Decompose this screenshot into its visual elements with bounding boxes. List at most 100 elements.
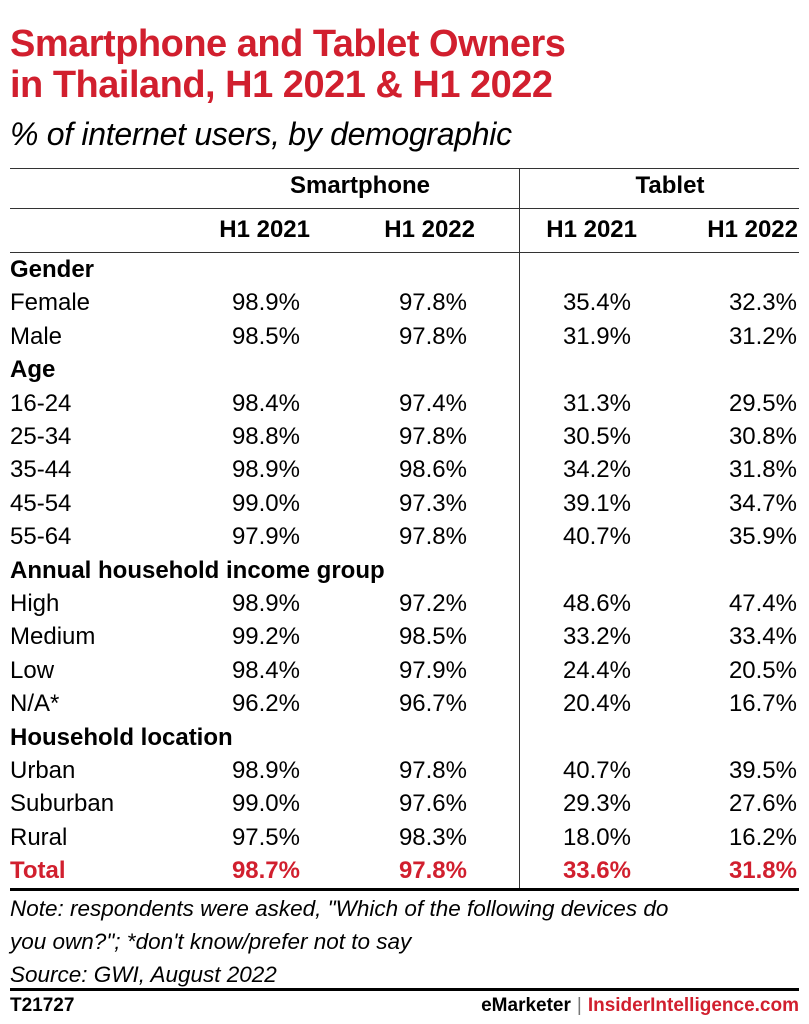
cell-value: 97.8% (398, 423, 467, 450)
col-header-tablet-2022: H1 2022 (707, 216, 798, 243)
row-label: Low (10, 656, 55, 684)
table-row: Urban 98.9% 97.8% 40.7% 39.5% (0, 754, 809, 787)
row-label: Suburban (10, 790, 115, 818)
row-label: High (10, 590, 60, 617)
section-label: Household location (10, 723, 233, 751)
row-label: Medium (10, 623, 96, 651)
cell-value: 98.5% (398, 623, 467, 651)
cell-value: 29.5% (728, 389, 797, 417)
cell-value: 16.2% (728, 823, 797, 851)
cell-value: 98.7% (231, 857, 300, 885)
col-header-smartphone-2021: H1 2021 (219, 216, 310, 243)
group-header-rule (10, 208, 799, 209)
row-label: Rural (10, 823, 68, 851)
cell-value: 30.8% (728, 423, 797, 450)
cell-value: 47.4% (728, 590, 797, 617)
cell-value: 33.6% (562, 857, 631, 885)
cell-value: 35.4% (562, 289, 631, 317)
col-header-smartphone-2022: H1 2022 (384, 216, 475, 243)
cell-value: 97.2% (398, 590, 467, 617)
brand-separator: | (576, 995, 582, 1016)
cell-value: 98.4% (231, 656, 300, 684)
cell-value: 97.5% (231, 823, 300, 851)
table-row: N/A* 96.2% 96.7% 20.4% 16.7% (0, 687, 809, 720)
table-row: Low 98.4% 97.9% 24.4% 20.5% (0, 654, 809, 687)
cell-value: 34.7% (728, 489, 797, 517)
cell-value: 99.0% (231, 790, 300, 818)
footer-brand: eMarketer | InsiderIntelligence.com (481, 994, 799, 1018)
cell-value: 16.7% (728, 690, 797, 718)
brand-insiderintelligence: InsiderIntelligence.com (587, 995, 799, 1016)
cell-value: 98.4% (231, 389, 300, 417)
section-header-row: Gender (0, 253, 809, 286)
cell-value: 20.4% (562, 690, 631, 718)
cell-value: 97.8% (398, 322, 467, 350)
cell-value: 40.7% (562, 523, 631, 551)
footer-rule (10, 988, 799, 991)
table-row: 16-24 98.4% 97.4% 31.3% 29.5% (0, 387, 809, 420)
row-label: Urban (10, 757, 76, 784)
cell-value: 96.7% (398, 690, 467, 718)
cell-value: 30.5% (562, 423, 631, 450)
table-row: 25-34 98.8% 97.8% 30.5% 30.8% (0, 420, 809, 453)
cell-value: 29.3% (562, 790, 631, 818)
table-row: 55-64 97.9% 97.8% 40.7% 35.9% (0, 520, 809, 553)
cell-value: 31.8% (728, 456, 797, 484)
row-label: Total (10, 857, 66, 885)
table-row: 35-44 98.9% 98.6% 34.2% 31.8% (0, 453, 809, 486)
group-header-smartphone: Smartphone (289, 172, 430, 199)
cell-value: 24.4% (562, 656, 631, 684)
table-row: Medium 99.2% 98.5% 33.2% 33.4% (0, 620, 809, 653)
row-label: Female (10, 289, 91, 317)
cell-value: 97.9% (231, 523, 300, 551)
col-header-tablet-2021: H1 2021 (546, 216, 637, 243)
title-line-2: in Thailand, H1 2021 & H1 2022 (10, 64, 553, 106)
cell-value: 96.2% (231, 690, 300, 718)
cell-value: 98.3% (398, 823, 467, 851)
brand-emarketer: eMarketer (481, 995, 571, 1016)
table-row: High 98.9% 97.2% 48.6% 47.4% (0, 587, 809, 620)
row-label: 16-24 (10, 389, 72, 417)
cell-value: 98.6% (398, 456, 467, 484)
table-row: Male 98.5% 97.8% 31.9% 31.2% (0, 320, 809, 353)
table-bottom-rule (10, 888, 799, 891)
cell-value: 98.9% (231, 757, 300, 784)
cell-value: 34.2% (562, 456, 631, 484)
row-label: 45-54 (10, 489, 72, 517)
table-row: 45-54 99.0% 97.3% 39.1% 34.7% (0, 487, 809, 520)
cell-value: 97.4% (398, 389, 467, 417)
cell-value: 48.6% (562, 590, 631, 617)
cell-value: 31.2% (728, 322, 797, 350)
chart-note: Note: respondents were asked, "Which of … (10, 892, 800, 991)
header-bottom-rule (10, 252, 799, 253)
cell-value: 98.9% (231, 456, 300, 484)
cell-value: 27.6% (728, 790, 797, 818)
cell-value: 97.8% (398, 289, 467, 317)
row-label: 55-64 (10, 523, 72, 551)
row-label: N/A* (10, 690, 60, 718)
source-line: Source: GWI, August 2022 (10, 962, 277, 987)
cell-value: 31.3% (562, 389, 631, 417)
column-divider (519, 168, 520, 890)
chart-title: Smartphone and Tablet Owners in Thailand… (10, 24, 800, 106)
table-row: Rural 97.5% 98.3% 18.0% 16.2% (0, 821, 809, 854)
cell-value: 31.8% (728, 857, 797, 885)
cell-value: 99.2% (231, 623, 300, 651)
cell-value: 18.0% (562, 823, 631, 851)
total-row: Total 98.7% 97.8% 33.6% 31.8% (0, 854, 809, 887)
cell-value: 39.5% (728, 757, 797, 784)
table-row: Female 98.9% 97.8% 35.4% 32.3% (0, 286, 809, 319)
cell-value: 97.8% (398, 523, 467, 551)
cell-value: 98.9% (231, 590, 300, 617)
cell-value: 99.0% (231, 489, 300, 517)
title-line-1: Smartphone and Tablet Owners (10, 23, 566, 65)
cell-value: 20.5% (728, 656, 797, 684)
chart-subtitle: % of internet users, by demographic (10, 116, 512, 152)
cell-value: 97.3% (398, 489, 467, 517)
cell-value: 32.3% (728, 289, 797, 317)
section-label: Age (10, 356, 56, 384)
section-header-row: Household location (0, 721, 809, 754)
row-label: Male (10, 322, 63, 350)
cell-value: 97.6% (398, 790, 467, 818)
cell-value: 98.8% (231, 423, 300, 450)
